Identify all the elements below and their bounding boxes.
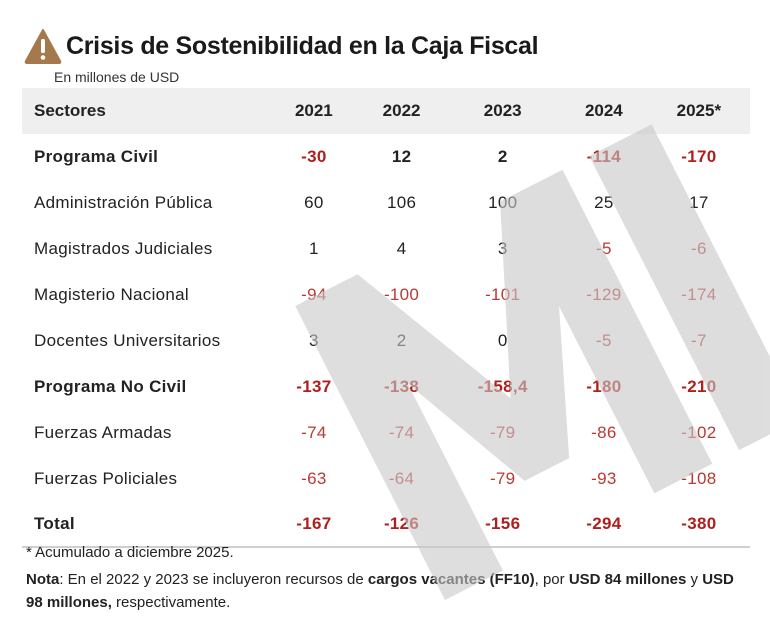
header: Crisis de Sostenibilidad en la Caja Fisc… bbox=[24, 28, 539, 64]
cell-2022: 106 bbox=[386, 193, 417, 212]
note: Nota: En el 2022 y 2023 se incluyeron re… bbox=[26, 568, 746, 614]
column-header-sectores: Sectores bbox=[34, 101, 106, 120]
cell-2023: 100 bbox=[488, 193, 518, 212]
cell-2022: 4 bbox=[396, 239, 407, 258]
note-text: : En el 2022 y 2023 se incluyeron recurs… bbox=[59, 571, 368, 588]
row-label: Magisterio Nacional bbox=[34, 285, 189, 304]
table-row: Administración Pública 60 106 100 25 17 bbox=[22, 180, 750, 226]
note-text: , por bbox=[534, 571, 569, 588]
table-row: Magisterio Nacional -94 -100 -101 -129 -174 bbox=[22, 272, 750, 318]
note-text: y bbox=[686, 571, 703, 588]
cell-2025: -102 bbox=[681, 423, 717, 442]
cell-2024: -93 bbox=[591, 469, 617, 488]
cell-2024: -5 bbox=[596, 331, 612, 350]
cell-2021: -167 bbox=[270, 502, 358, 548]
note-label: Nota bbox=[26, 571, 60, 588]
table-row: Fuerzas Armadas -74 -74 -79 -86 -102 bbox=[22, 410, 750, 456]
cell-2024: -129 bbox=[586, 285, 622, 304]
cell-2023: -101 bbox=[485, 285, 521, 304]
cell-2025: -174 bbox=[681, 285, 717, 304]
cell-2025: -108 bbox=[681, 469, 717, 488]
cell-2022: -138 bbox=[383, 377, 420, 396]
page-title: Crisis de Sostenibilidad en la Caja Fisc… bbox=[66, 31, 539, 60]
cell-2023: 0 bbox=[497, 331, 508, 350]
cell-2024: -86 bbox=[591, 423, 617, 442]
cell-2023: 2 bbox=[497, 147, 508, 166]
warning-triangle-icon bbox=[24, 29, 62, 64]
cell-2021: -74 bbox=[301, 423, 327, 442]
cell-2021: -94 bbox=[301, 285, 327, 304]
row-label: Administración Pública bbox=[34, 193, 213, 212]
cell-2022: -74 bbox=[388, 423, 415, 442]
cell-2021: -137 bbox=[296, 377, 332, 396]
cell-2021: -63 bbox=[301, 469, 327, 488]
cell-2025: -7 bbox=[691, 331, 707, 350]
table-row: Programa No Civil -137 -138 -158,4 -180 -210 bbox=[22, 364, 750, 410]
column-header-2021: 2021 bbox=[294, 101, 333, 120]
table-row: Docentes Universitarios 3 2 0 -5 -7 bbox=[22, 318, 750, 364]
cell-2022: -64 bbox=[388, 469, 415, 488]
cell-2024: 25 bbox=[594, 193, 614, 212]
footnote: * Acumulado a diciembre 2025. bbox=[26, 544, 234, 561]
row-label: Programa Civil bbox=[34, 147, 159, 166]
cell-2025: -380 bbox=[647, 502, 750, 548]
cell-2024: -5 bbox=[596, 239, 612, 258]
fiscal-table: Sectores 2021 2022 2023 2024 2025* Progr… bbox=[22, 88, 750, 548]
table-row: Programa Civil -30 12 2 -114 -170 bbox=[22, 134, 750, 180]
cell-2021: -30 bbox=[301, 147, 327, 166]
cell-2023: -79 bbox=[489, 469, 516, 488]
column-header-2023: 2023 bbox=[483, 101, 522, 120]
table-row: Total -167 -126 -156 -294 -380 bbox=[22, 502, 750, 548]
cell-2024: -294 bbox=[560, 502, 648, 548]
row-label: Magistrados Judiciales bbox=[34, 239, 213, 258]
table-row: Fuerzas Policiales -63 -64 -79 -93 -108 bbox=[22, 456, 750, 502]
cell-2021: 1 bbox=[308, 239, 319, 258]
note-text: respectivamente. bbox=[111, 594, 231, 611]
table-header-row: Sectores 2021 2022 2023 2024 2025* bbox=[22, 88, 750, 134]
row-label: Docentes Universitarios bbox=[34, 331, 221, 350]
row-label: Programa No Civil bbox=[34, 377, 187, 396]
cell-2023: -158,4 bbox=[477, 377, 528, 396]
subtitle: En millones de USD bbox=[54, 69, 180, 85]
cell-2022: -100 bbox=[383, 285, 420, 304]
column-header-2022: 2022 bbox=[382, 101, 421, 120]
row-label: Fuerzas Policiales bbox=[34, 469, 178, 488]
cell-2023: -79 bbox=[489, 423, 516, 442]
note-text: USD 84 millones bbox=[568, 571, 687, 588]
column-header-2025: 2025* bbox=[676, 101, 722, 120]
cell-2024: -180 bbox=[586, 377, 622, 396]
cell-2025: 17 bbox=[689, 193, 709, 212]
cell-2025: -210 bbox=[681, 377, 717, 396]
cell-2022: 2 bbox=[396, 331, 407, 350]
cell-2025: -170 bbox=[681, 147, 717, 166]
row-label: Fuerzas Armadas bbox=[34, 423, 172, 442]
cell-2021: 60 bbox=[304, 193, 324, 212]
cell-2022: 12 bbox=[391, 147, 412, 166]
cell-2023: -156 bbox=[445, 502, 560, 548]
note-text: cargos vacantes (FF10) bbox=[367, 571, 535, 588]
column-header-2024: 2024 bbox=[584, 101, 623, 120]
table-row: Magistrados Judiciales 1 4 3 -5 -6 bbox=[22, 226, 750, 272]
row-label: Total bbox=[22, 502, 270, 548]
cell-2025: -6 bbox=[691, 239, 707, 258]
cell-2022: -126 bbox=[357, 502, 446, 548]
cell-2021: 3 bbox=[308, 331, 319, 350]
cell-2024: -114 bbox=[586, 147, 621, 166]
cell-2023: 3 bbox=[497, 239, 508, 258]
